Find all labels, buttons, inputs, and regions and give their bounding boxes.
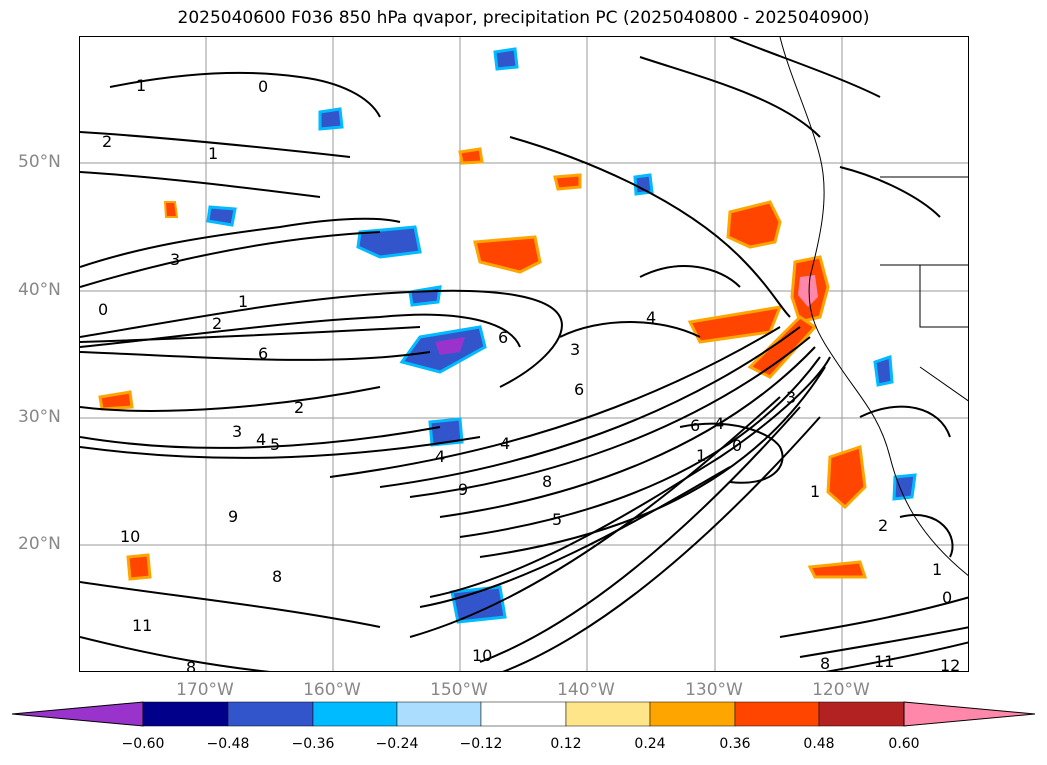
map-panel: 1 0 2 1 3 1 0 2 6 2 3 4 5 4 9 8 5 6 4 6 … (79, 36, 969, 672)
contour-label: 6 (498, 328, 508, 347)
lon-label-140w: 140°W (557, 680, 615, 700)
contour-label: 3 (232, 422, 242, 441)
lon-label-130w: 130°W (685, 680, 743, 700)
colorbar-over-arrow (903, 701, 1036, 727)
contour-label: 9 (228, 507, 238, 526)
contour-label: 1 (810, 482, 820, 501)
lon-label-120w: 120°W (812, 680, 870, 700)
lat-label-40n: 40°N (18, 280, 61, 300)
colorbar-tick: 0.24 (634, 736, 666, 752)
contour-label: 9 (458, 480, 468, 499)
contour-label: 2 (102, 132, 112, 151)
contour-label: 8 (272, 567, 282, 586)
contour-label: 3 (170, 250, 180, 269)
coastline (779, 37, 968, 576)
contour-label: 2 (294, 398, 304, 417)
colorbar-bin (818, 701, 905, 727)
lon-label-160w: 160°W (303, 680, 361, 700)
contour-label: 0 (942, 588, 952, 607)
colorbar-bin (396, 701, 482, 727)
graticule (80, 37, 968, 671)
map-canvas: 1 0 2 1 3 1 0 2 6 2 3 4 5 4 9 8 5 6 4 6 … (80, 37, 968, 672)
contour-label: 11 (874, 652, 894, 671)
colorbar-tick: −0.60 (121, 736, 165, 752)
contour-label: 4 (714, 414, 724, 433)
contour-label: 5 (270, 435, 280, 454)
colorbar (11, 701, 1036, 727)
contour-label: 5 (552, 510, 562, 529)
colorbar-tick: −0.36 (291, 736, 335, 752)
contour-label: 3 (570, 340, 580, 359)
colorbar-under-arrow (11, 701, 144, 727)
colorbar-bin (312, 701, 398, 727)
contour-lines (80, 37, 968, 671)
colorbar-tick: 0.48 (803, 736, 835, 752)
contour-label: 6 (258, 344, 268, 363)
contour-label: 0 (258, 77, 268, 96)
contour-label: 1 (136, 76, 146, 95)
contour-label: 11 (132, 616, 152, 635)
contour-label: 1 (696, 446, 706, 465)
contour-label: 4 (646, 308, 656, 327)
colorbar-bin (480, 701, 567, 727)
contour-label: 1 (238, 292, 248, 311)
lat-label-20n: 20°N (18, 534, 61, 554)
colorbar-bin (142, 701, 229, 727)
contour-label: 10 (472, 646, 492, 665)
colorbar-bin (649, 701, 736, 727)
colorbar-tick: −0.12 (459, 736, 503, 752)
contour-label: 1 (208, 144, 218, 163)
colorbar-bin (734, 701, 820, 727)
lat-label-30n: 30°N (18, 407, 61, 427)
chart-title: 2025040600 F036 850 hPa qvapor, precipit… (177, 8, 870, 28)
lon-label-170w: 170°W (176, 680, 234, 700)
contour-label: 0 (732, 436, 742, 455)
colorbar-tick: −0.24 (375, 736, 419, 752)
lat-label-50n: 50°N (18, 152, 61, 172)
contour-label: 4 (500, 434, 510, 453)
contour-label: 2 (212, 314, 222, 333)
contour-label: 4 (256, 430, 266, 449)
contour-label-group: 1 0 2 1 3 1 0 2 6 2 3 4 5 4 9 8 5 6 4 6 … (98, 76, 960, 672)
colorbar-bin (227, 701, 314, 727)
colorbar-bin (565, 701, 651, 727)
contour-label: 8 (820, 654, 830, 672)
contour-label: 1 (932, 560, 942, 579)
contour-label: 8 (186, 658, 196, 672)
contour-label: 6 (574, 380, 584, 399)
contour-label: 6 (690, 416, 700, 435)
contour-label: 12 (940, 656, 960, 672)
colorbar-tick: 0.60 (888, 736, 920, 752)
colorbar-tick: 0.12 (550, 736, 582, 752)
contour-label: 2 (878, 516, 888, 535)
contour-label: 4 (435, 447, 445, 466)
contour-label: 3 (786, 388, 796, 407)
negative-anomaly-regions (206, 47, 917, 624)
colorbar-tick: −0.48 (206, 736, 250, 752)
contour-label: 8 (542, 472, 552, 491)
colorbar-tick: 0.36 (719, 736, 751, 752)
positive-anomaly-regions (98, 147, 868, 581)
lon-label-150w: 150°W (430, 680, 488, 700)
contour-label: 0 (98, 300, 108, 319)
contour-label: 10 (120, 527, 140, 546)
